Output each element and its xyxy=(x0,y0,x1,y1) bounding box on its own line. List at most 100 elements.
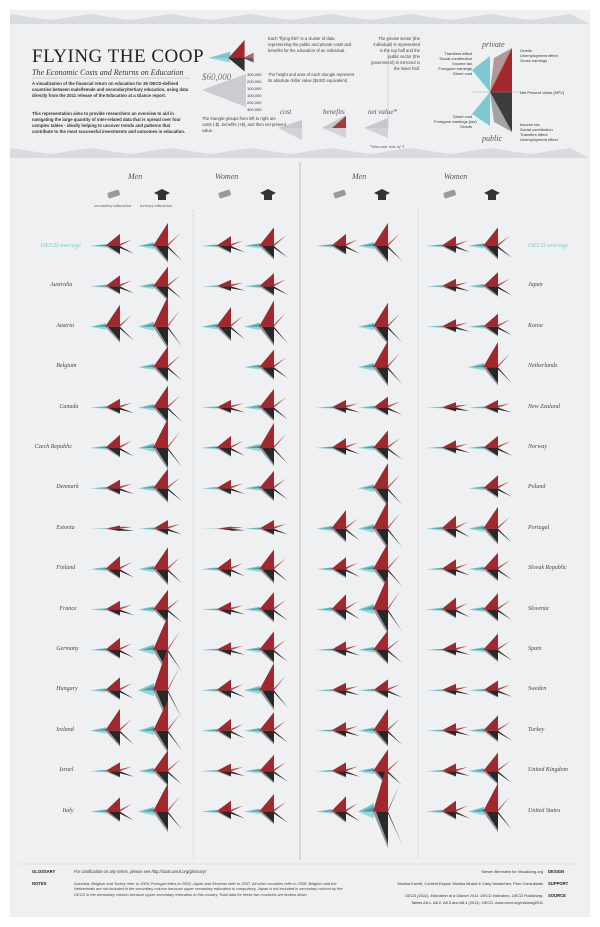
fish-right-12-1-net-public xyxy=(388,730,402,745)
grey-net-bottom xyxy=(364,128,388,138)
fish-left-8-0-benefit-public-dark xyxy=(108,569,120,578)
fish-left-9-1-benefit-public-dark xyxy=(156,609,168,623)
fish-left-3-3-cost-public xyxy=(244,367,260,370)
fish-left-12-0-cost-public xyxy=(90,730,106,734)
fish-left-9-2-net-public xyxy=(231,609,245,615)
fish-right-0-0-net-private xyxy=(346,239,358,246)
fish-right-6-1-cost-shade xyxy=(362,485,374,489)
fish-left-0-2-benefit-public-dark xyxy=(219,246,231,253)
fish-left-9-0-net-private xyxy=(120,604,132,610)
fish-left-1-0-net-public xyxy=(120,286,134,294)
note-sector: The private sector (the individual) is r… xyxy=(371,36,420,71)
fish-left-12-1-cost-public xyxy=(138,730,154,735)
fish-left-10-0-cost-public xyxy=(90,650,106,652)
fish-left-14-0-cost-shade xyxy=(94,810,106,812)
fish-left-5-2-benefit-private xyxy=(216,435,231,448)
fish-left-4-1-benefit-private xyxy=(153,385,168,408)
fish-right-8-2-benefit-public-dark xyxy=(444,569,456,576)
fish-left-6-2-net-public xyxy=(231,488,245,494)
fish-left-11-1-cost-public xyxy=(138,690,154,697)
fish-left-10-1-net-public xyxy=(168,650,182,672)
fish-left-0-0-benefit-public-dark xyxy=(108,246,120,254)
fish-right-8-2-net-private xyxy=(456,563,468,570)
fish-right-3-3-net-private xyxy=(498,353,510,368)
fish-right-9-0-cost-shade xyxy=(320,608,332,610)
country-label-right: Netherlands xyxy=(528,363,558,370)
fish-left-3-1-net-private xyxy=(168,355,180,368)
fish-left-6-1-benefit-private xyxy=(153,468,168,489)
public-right-1: Income tax xyxy=(520,122,540,127)
fish-left-12-0-net-public xyxy=(120,730,134,745)
fish-left-0-2-cost-shade xyxy=(205,245,217,246)
fish-right-14-3-cost-public xyxy=(468,811,484,816)
fish-right-11-1-benefit-public-dark xyxy=(376,690,388,698)
fish-right-4-2-net-public xyxy=(456,407,470,412)
fish-left-12-3-benefit-private xyxy=(259,712,274,731)
credit-support: Monika Krenfli, Content Expert; Monika M… xyxy=(397,881,543,886)
fish-right-2-3-benefit-public-dark xyxy=(486,326,498,336)
fish-right-9-1-benefit-private xyxy=(373,575,388,610)
fish-right-14-3-benefit-public-dark xyxy=(486,811,498,830)
fish-right-9-2-cost-shade xyxy=(430,608,442,610)
zigzag-band-middle xyxy=(10,148,590,158)
fish-left-6-3-cost-shade xyxy=(248,486,260,489)
fish-right-3-1-cost-shade xyxy=(362,364,374,368)
fish-right-7-0-net-public xyxy=(346,528,360,541)
fish-right-11-2-cost-public xyxy=(426,690,442,692)
fish-left-5-3-cost-public xyxy=(244,448,260,452)
fish-right-2-1-cost-public xyxy=(358,326,374,331)
fish-left-0-0-benefit-private xyxy=(105,233,120,246)
fish-left-13-0-net-private xyxy=(120,766,132,772)
fish-right-0-0-cost-shade xyxy=(320,244,332,246)
fish-right-7-3-net-private xyxy=(498,516,510,529)
fish-right-4-1-benefit-private xyxy=(373,396,388,408)
fish-right-8-3-benefit-public-dark xyxy=(486,569,498,580)
country-label-left: Belgium xyxy=(56,363,77,370)
fish-right-12-0-cost-shade xyxy=(320,729,332,731)
fish-left-9-3-benefit-private xyxy=(259,592,274,610)
fish-right-7-2-cost-public xyxy=(426,528,442,531)
fish-right-5-0-cost-public xyxy=(316,448,332,450)
fish-left-12-3-cost-public xyxy=(244,730,260,734)
private-left-2: Social contribution xyxy=(439,56,472,61)
fish-right-7-0-net-private xyxy=(346,518,358,529)
fish-left-3-1-benefit-public-dark xyxy=(156,367,168,381)
fish-right-5-3-benefit-public-dark xyxy=(486,448,498,456)
fish-left-12-2-cost-public xyxy=(201,730,217,733)
fish-left-0-1-net-public xyxy=(168,246,182,261)
fish-right-10-2-benefit-private xyxy=(441,642,456,650)
fish-left-4-3-benefit-private xyxy=(259,388,274,408)
country-label-right: Sweden xyxy=(528,686,547,693)
legend-fish-benefit-bottom xyxy=(228,58,245,72)
fish-right-10-3-benefit-private xyxy=(483,633,498,650)
fish-right-6-1-net-public xyxy=(388,488,402,505)
fish-left-1-1-benefit-public-dark xyxy=(156,286,168,299)
fish-right-10-1-benefit-public-dark xyxy=(376,650,388,663)
scale-pyramid xyxy=(202,74,246,107)
fish-left-5-0-net-public xyxy=(120,448,134,457)
fish-left-3-3-benefit-public-dark xyxy=(262,367,274,379)
fish-right-7-0-cost-public xyxy=(316,528,332,532)
fish-right-4-2-net-private xyxy=(456,404,468,408)
fish-left-3-1-net-public xyxy=(168,367,182,381)
fish-right-9-2-cost-public xyxy=(426,609,442,612)
fish-right-7-2-net-private xyxy=(456,521,468,529)
fish-right-1-2-cost-public xyxy=(426,286,442,288)
fish-left-11-2-cost-shade xyxy=(205,689,217,691)
fish-right-13-1-cost-shade xyxy=(362,769,374,772)
fish-left-6-0-cost-shade xyxy=(94,487,106,489)
fish-left-1-2-cost-public xyxy=(201,286,217,288)
fish-left-4-2-cost-shade xyxy=(205,406,217,408)
fish-right-12-3-cost-shade xyxy=(472,729,484,731)
fish-right-10-3-net-public xyxy=(498,650,512,661)
credit-source: OECD (2011), Education at a Glance 2011:… xyxy=(404,893,543,898)
fish-right-10-1-benefit-private xyxy=(373,630,388,650)
fish-right-2-1-net-public xyxy=(388,326,402,343)
fish-left-4-3-net-public xyxy=(274,407,288,420)
fish-left-6-1-cost-public xyxy=(138,488,154,492)
fish-left-5-2-benefit-public-dark xyxy=(219,448,231,456)
fish-right-5-2-benefit-private xyxy=(441,440,456,448)
fish-left-10-1-cost-shade xyxy=(142,646,154,650)
fish-left-7-1-benefit-private xyxy=(153,520,168,529)
fish-left-12-2-cost-shade xyxy=(205,729,217,731)
